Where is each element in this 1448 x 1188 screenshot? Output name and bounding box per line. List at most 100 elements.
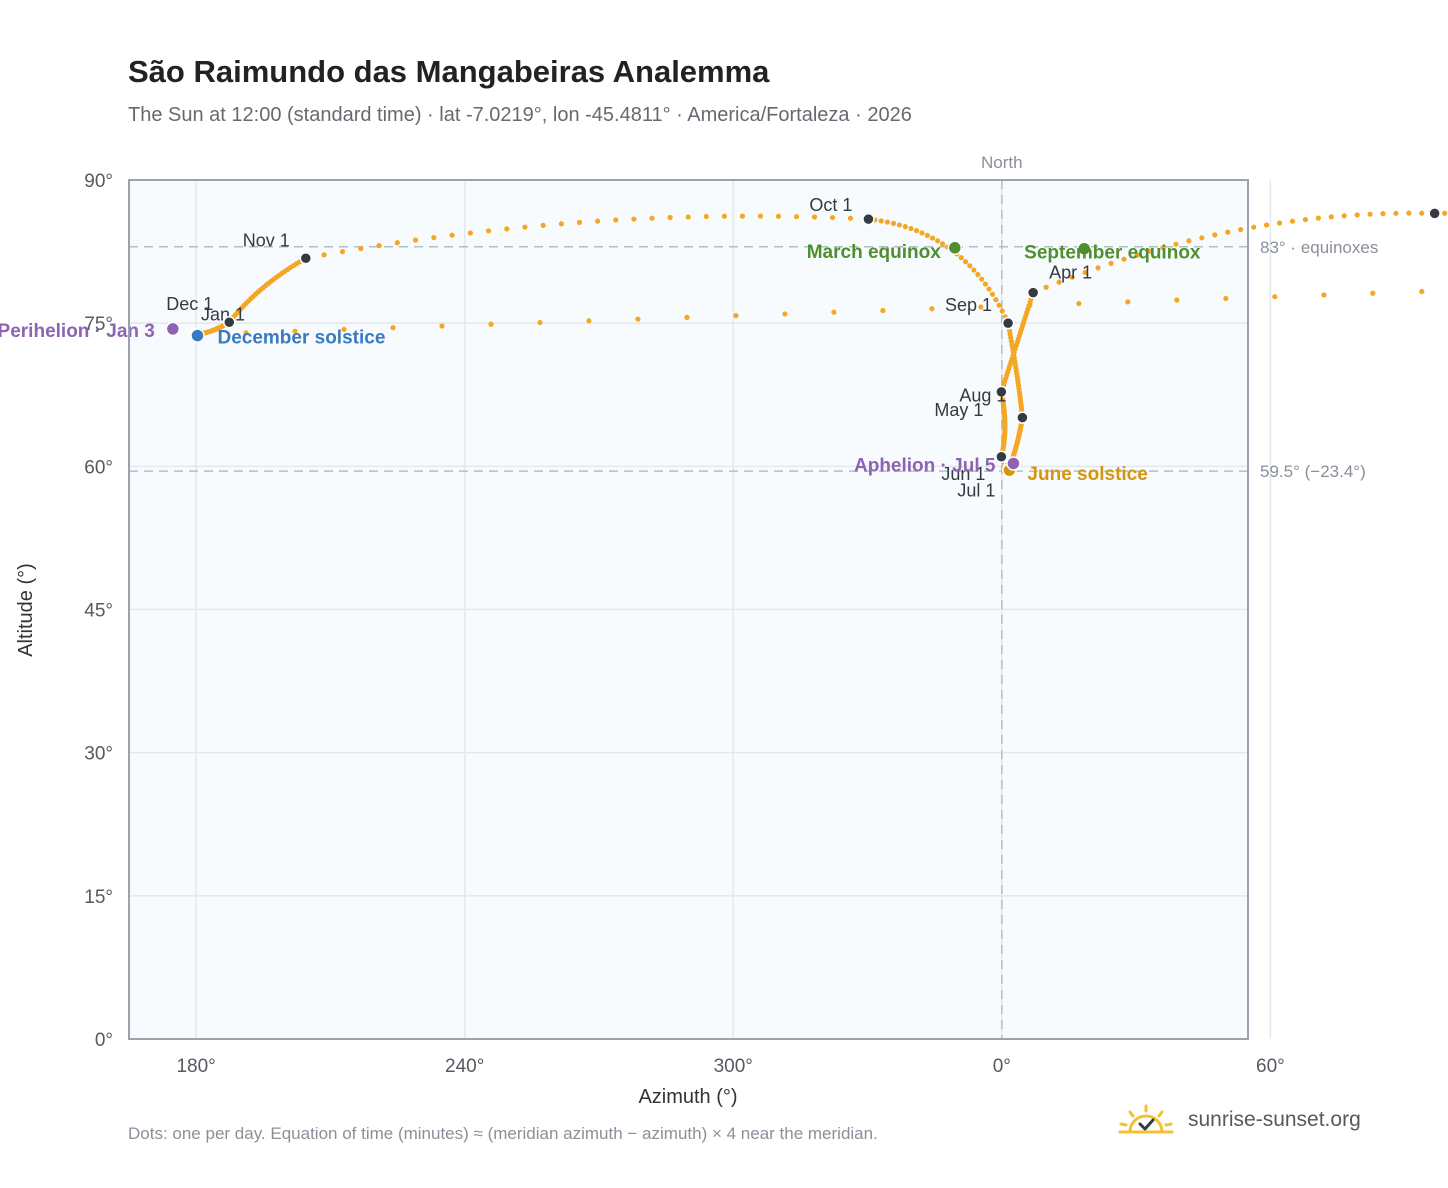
- day-dot: [1393, 210, 1399, 216]
- x-tick-label: 60°: [1256, 1056, 1285, 1077]
- day-dot: [1289, 218, 1296, 224]
- day-dot: [613, 217, 619, 223]
- day-dot: [1406, 210, 1412, 216]
- event-markers: March equinox September equinox June solst…: [0, 240, 1201, 485]
- day-dot: [924, 232, 930, 238]
- month-marker: [862, 212, 875, 226]
- day-dot: [793, 213, 800, 220]
- y-tick-label: 15°: [84, 887, 113, 908]
- y-axis-title: Altitude (°): [15, 563, 37, 657]
- event-label: Perihelion · Jan 3: [0, 321, 155, 342]
- x-tick-label: 180°: [176, 1056, 215, 1077]
- day-dot: [1125, 299, 1131, 305]
- day-dot: [929, 306, 935, 312]
- day-dot: [488, 321, 494, 327]
- day-dot: [878, 218, 884, 224]
- day-dot: [685, 214, 691, 220]
- day-dot: [1147, 248, 1153, 254]
- day-dot: [1056, 279, 1062, 285]
- event-label: March equinox: [807, 242, 942, 263]
- day-dot: [958, 255, 964, 261]
- day-dot: [739, 213, 746, 219]
- day-dot: [1174, 297, 1180, 303]
- day-dot: [1076, 300, 1082, 307]
- axes: 180°240°300°0°60°120°180°0°15°30°45°60°7…: [84, 171, 1285, 1077]
- month-marker: [223, 315, 236, 329]
- day-dot: [896, 222, 903, 228]
- day-dot: [1380, 211, 1386, 217]
- day-dot: [1069, 274, 1075, 280]
- x-axis-title: Azimuth (°): [638, 1086, 737, 1108]
- month-marker: [1026, 286, 1040, 299]
- day-dot: [394, 240, 400, 246]
- event-label: September equinox: [1024, 243, 1201, 264]
- day-dot: [413, 237, 419, 243]
- x-tick-label: 240°: [445, 1056, 484, 1077]
- day-dot: [439, 323, 445, 329]
- y-tick-label: 45°: [84, 601, 113, 622]
- day-dot: [982, 281, 989, 287]
- grid-lines: [129, 180, 1272, 1039]
- day-dot: [1321, 292, 1327, 298]
- day-dot: [703, 213, 709, 220]
- day-dot: [1419, 288, 1425, 295]
- day-dot: [829, 214, 836, 221]
- day-dot: [962, 259, 969, 265]
- north-label: North: [981, 153, 1023, 172]
- chart-subtitle: The Sun at 12:00 (standard time) · lat -…: [128, 104, 912, 126]
- day-dot: [939, 241, 946, 247]
- day-dot: [431, 234, 437, 241]
- plot-frame: [128, 179, 1249, 1040]
- day-dot: [902, 224, 908, 230]
- reference-line-label: 83° · equinoxes: [1260, 238, 1378, 257]
- day-dot: [631, 216, 637, 222]
- footnote: Dots: one per day. Equation of time (min…: [128, 1124, 878, 1143]
- day-dot: [1315, 215, 1321, 221]
- day-dot: [1341, 213, 1347, 219]
- day-dot: [775, 213, 782, 219]
- day-dot: [358, 245, 364, 252]
- day-dot: [989, 291, 996, 297]
- north-line: North: [981, 153, 1023, 1039]
- event-label: Aphelion · Jul 5: [854, 455, 996, 476]
- day-dot: [1108, 260, 1114, 267]
- month-label: Apr 1: [1049, 263, 1092, 283]
- day-dot: [649, 215, 655, 221]
- day-dot: [1225, 229, 1231, 235]
- day-dot: [757, 213, 764, 219]
- brand-name: sunrise-sunset.org: [1188, 1108, 1361, 1131]
- day-dot: [1212, 232, 1218, 238]
- day-dot: [993, 297, 999, 303]
- month-label: Oct 1: [809, 195, 852, 215]
- day-dot: [733, 313, 739, 319]
- day-dot: [1370, 290, 1376, 296]
- month-label: Sep 1: [945, 295, 992, 315]
- day-dot: [595, 218, 601, 224]
- event-label: December solstice: [217, 328, 385, 349]
- day-dot: [586, 318, 592, 324]
- day-dot: [1367, 211, 1373, 217]
- day-dot: [576, 219, 583, 226]
- day-dot: [1272, 294, 1278, 300]
- day-dot: [721, 213, 727, 219]
- day-dot: [485, 228, 492, 234]
- day-dot: [975, 271, 981, 278]
- day-dot: [847, 215, 854, 221]
- day-dot: [1328, 214, 1334, 220]
- day-dot: [1095, 265, 1101, 271]
- month-label: Dec 1: [166, 294, 213, 314]
- day-dot: [558, 221, 564, 227]
- day-dot: [1251, 224, 1257, 230]
- day-dot: [339, 249, 346, 255]
- event-label: June solstice: [1027, 464, 1147, 485]
- day-dot: [831, 309, 837, 315]
- day-dot: [684, 314, 690, 320]
- event-marker: [1076, 241, 1092, 256]
- month-marker: [1001, 316, 1015, 330]
- event-marker: [165, 321, 181, 337]
- chart-title: São Raimundo das Mangabeiras Analemma: [128, 54, 770, 89]
- month-label: Jun 1: [941, 464, 985, 484]
- brand-logo[interactable]: sunrise-sunset.org: [1118, 1102, 1361, 1138]
- day-dot: [782, 311, 788, 317]
- day-dot: [1276, 220, 1283, 226]
